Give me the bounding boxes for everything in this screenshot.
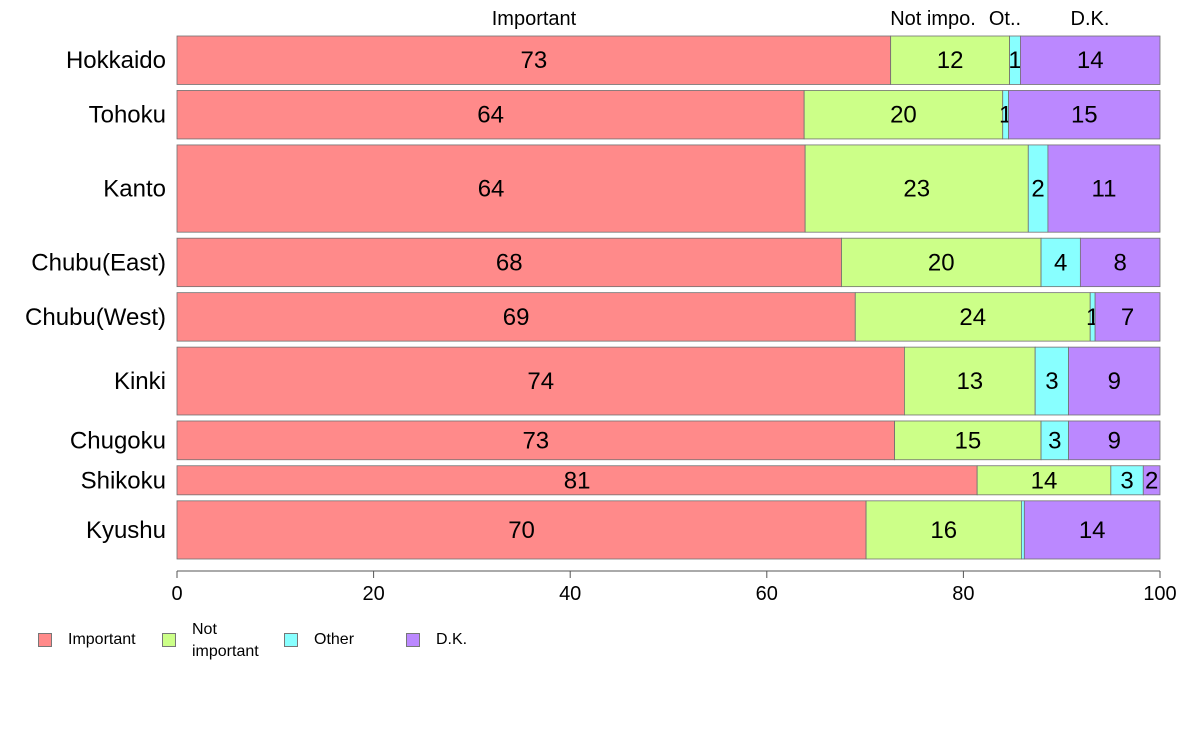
bar-chubu-east-other [1040,237,1081,288]
data-label-shikoku-d-k: 2 [1145,467,1158,494]
category-label-chubu-east: Chubu(East) [31,249,166,276]
data-label-shikoku-other: 3 [1120,467,1133,494]
top-label-ot: Ot.. [989,8,1021,30]
x-tick-label-60: 60 [756,583,778,605]
bar-shikoku-other [1110,465,1144,496]
data-label-kanto-other: 2 [1031,176,1044,203]
data-label-kyushu-not-important: 16 [930,517,957,544]
category-labels: Hokkaido Tohoku Kanto Chubu(East) Chubu(West… [25,47,166,544]
category-label-chubu-west: Chubu(West) [25,304,166,331]
category-label-kanto: Kanto [103,176,166,203]
data-label-kinki-important: 74 [527,368,554,395]
category-label-hokkaido: Hokkaido [66,47,166,74]
bar-chugoku-important [176,420,895,461]
data-label-chugoku-not-important: 15 [954,427,981,454]
x-tick-label-40: 40 [559,583,581,605]
bar-kyushu-other [1020,500,1025,560]
data-label-kyushu-d-k: 14 [1079,517,1106,544]
bar-chubu-east-d-k [1079,237,1161,288]
x-tick-label-100: 100 [1143,583,1176,605]
data-label-shikoku-not-important: 14 [1031,467,1058,494]
legend-swatch-important [38,633,52,647]
x-tick-label-0: 0 [171,583,182,605]
bar-kinki-other [1034,346,1069,416]
legend-label-other: Other [314,631,355,648]
bar-kinki-not-important [904,346,1036,416]
data-label-chubu-east-other: 4 [1054,249,1067,276]
data-label-kinki-other: 3 [1045,368,1058,395]
data-label-kanto-not-important: 23 [903,176,930,203]
legend-label-not-important-2: important [192,643,259,660]
bar-tohoku-not-important [803,90,1004,140]
bar-shikoku-important [176,465,978,496]
data-label-kinki-d-k: 9 [1108,368,1121,395]
x-tick-label-20: 20 [362,583,384,605]
bar-kinki-d-k [1068,346,1161,416]
x-tick-label-80: 80 [952,583,974,605]
data-label-chugoku-other: 3 [1048,427,1061,454]
data-label-tohoku-d-k: 15 [1071,102,1098,129]
data-label-chubu-east-important: 68 [496,249,523,276]
data-label-chubu-east-not-important: 20 [928,249,955,276]
data-label-kinki-not-important: 13 [956,368,983,395]
bar-shikoku-d-k [1142,465,1161,496]
data-label-hokkaido-not-important: 12 [937,47,964,74]
data-label-kanto-d-k: 11 [1092,176,1117,203]
bar-chubu-west-d-k [1094,292,1161,342]
legend: Important Not important Other D.K. [38,620,558,668]
category-label-tohoku: Tohoku [89,102,166,129]
data-label-chubu-west-d-k: 7 [1121,304,1134,331]
top-series-labels: Important Not impo. Ot.. D.K. [492,8,1110,30]
data-label-chugoku-important: 73 [522,427,549,454]
bar-kanto-d-k [1047,144,1161,233]
top-label-d-k: D.K. [1071,8,1110,30]
bar-tohoku-important [176,90,805,140]
bar-kanto-important [176,144,806,233]
data-label-tohoku-not-important: 20 [890,102,917,129]
data-label-chubu-west-not-important: 24 [959,304,986,331]
bar-shikoku-not-important [976,465,1112,496]
legend-swatch-not-important [162,633,176,647]
data-label-shikoku-important: 81 [564,467,591,494]
category-label-kyushu: Kyushu [86,517,166,544]
legend-label-dk: D.K. [436,631,468,648]
bar-chugoku-other [1040,420,1069,461]
bar-chubu-west-important [176,292,856,342]
category-label-chugoku: Chugoku [70,427,166,454]
category-label-kinki: Kinki [114,368,166,395]
bar-kyushu-not-important [865,500,1022,560]
bar-chubu-west-not-important [854,292,1091,342]
bar-kyushu-d-k [1023,500,1161,560]
legend-swatch-other [284,633,298,647]
data-label-kanto-important: 64 [478,176,505,203]
data-label-hokkaido-other: 1 [1008,47,1021,74]
legend-swatch-dk [406,633,420,647]
legend-label-important: Important [68,631,136,648]
top-label-important: Important [492,8,577,30]
bar-tohoku-d-k [1008,90,1161,140]
category-label-shikoku: Shikoku [81,467,166,494]
bar-chugoku-not-important [894,420,1042,461]
data-label-hokkaido-d-k: 14 [1077,47,1104,74]
bar-kinki-important [176,346,905,416]
data-label-chugoku-d-k: 9 [1108,427,1121,454]
data-label-chubu-west-important: 69 [503,304,530,331]
bar-hokkaido-d-k [1020,35,1161,85]
data-label-tohoku-important: 64 [477,102,504,129]
x-axis: 0 20 40 60 80 100 [171,570,1177,605]
data-label-kyushu-important: 70 [508,517,535,544]
data-label-chubu-east-d-k: 8 [1114,249,1127,276]
data-label-hokkaido-important: 73 [520,47,547,74]
bar-chugoku-d-k [1068,420,1161,461]
legend-label-not-important-1: Not [192,621,217,638]
top-label-not-impo: Not impo. [890,8,976,30]
